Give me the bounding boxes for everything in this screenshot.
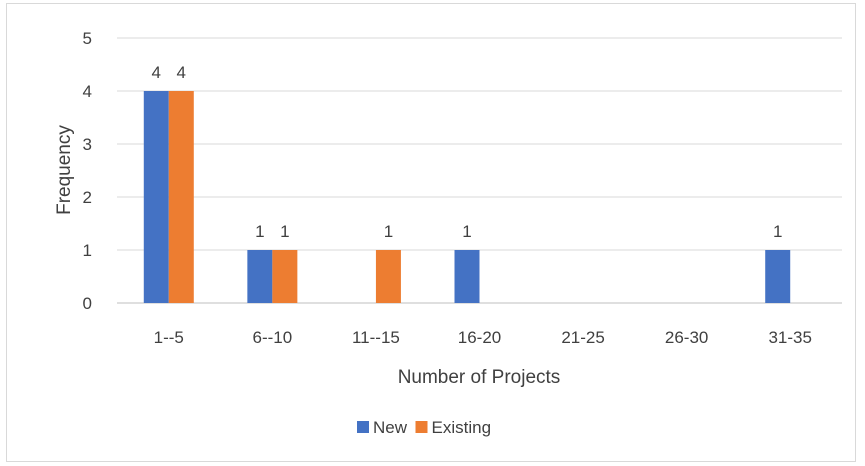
y-tick-label: 2 [83,188,92,207]
data-label-existing: 4 [177,63,186,82]
data-label-new: 1 [462,222,471,241]
legend: New Existing [357,418,491,437]
x-tick-label: 21-25 [561,328,604,347]
legend-swatch-new [357,421,369,433]
x-tick-label: 26-30 [665,328,708,347]
y-axis-ticks: 0 1 2 3 4 5 [83,29,92,313]
gridlines [117,37,842,304]
x-axis-title: Number of Projects [398,367,561,388]
x-tick-label: 6--10 [253,328,293,347]
y-tick-label: 4 [83,82,92,101]
bar-existing [168,91,194,303]
bar-new [454,250,480,303]
bar-existing [272,250,298,303]
bar-new [765,250,791,303]
x-tick-label: 16-20 [458,328,501,347]
bar-new [247,250,273,303]
y-tick-label: 1 [83,241,92,260]
x-tick-label: 31-35 [768,328,811,347]
x-tick-label: 1--5 [154,328,184,347]
data-label-existing: 1 [384,222,393,241]
data-label-new: 1 [773,222,782,241]
x-axis-ticks: 1--5 6--10 11--15 16-20 21-25 26-30 31-35 [154,328,812,347]
bar-existing [375,250,401,303]
legend-swatch-existing [415,421,428,433]
bars [143,91,791,303]
x-tick-label: 11--15 [352,328,400,347]
y-axis-title: Frequency [54,125,75,215]
bar-new [143,91,169,303]
legend-label-new: New [373,418,408,437]
data-labels: 4 41 1 1 1 1 [152,63,783,241]
y-tick-label: 0 [83,294,92,313]
data-label-new: 4 [152,63,161,82]
y-tick-label: 3 [83,135,92,154]
legend-label-existing: Existing [432,418,492,437]
data-label-new: 1 [255,222,264,241]
data-label-existing: 1 [280,222,289,241]
y-tick-label: 5 [83,29,92,48]
